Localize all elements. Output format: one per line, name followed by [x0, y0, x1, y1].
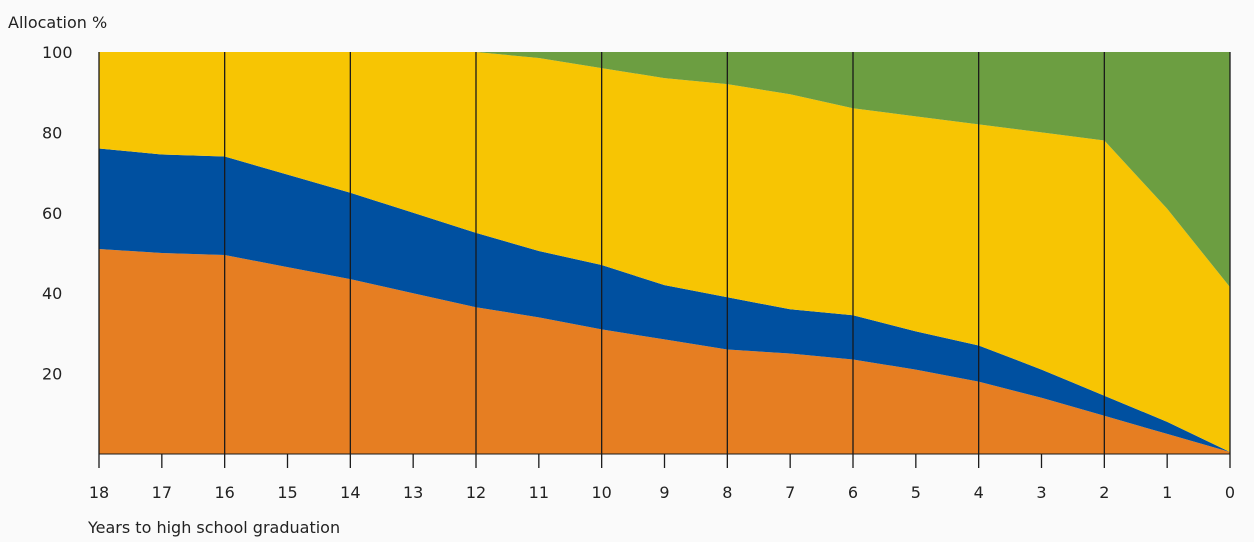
- x-tick-label: 3: [1036, 483, 1046, 502]
- x-tick-label: 2: [1099, 483, 1109, 502]
- y-tick-label: 80: [42, 123, 62, 142]
- x-tick-label: 1: [1162, 483, 1172, 502]
- x-axis-label: Years to high school graduation: [87, 518, 340, 537]
- y-tick-label: 60: [42, 204, 62, 223]
- area-layers: [99, 52, 1230, 454]
- area-series-3: [99, 52, 1230, 288]
- area-series-2: [99, 52, 1230, 452]
- x-tick-label: 16: [214, 483, 234, 502]
- x-tick-label: 7: [785, 483, 795, 502]
- x-tick-label: 8: [722, 483, 732, 502]
- x-tick-label: 11: [529, 483, 549, 502]
- x-tick-label: 15: [277, 483, 297, 502]
- area-series-1: [99, 148, 1230, 452]
- x-tick-label: 13: [403, 483, 423, 502]
- x-tick-label: 4: [974, 483, 984, 502]
- x-tick-label: 10: [591, 483, 611, 502]
- x-axis-ticks: 18 17 16 15 14 13 12 11 10 9 8 7 6 5 4 3 2 1 0: [89, 454, 1235, 502]
- y-axis-label: Allocation %: [8, 13, 107, 32]
- x-tick-label: 18: [89, 483, 109, 502]
- y-tick-label: 20: [42, 365, 62, 384]
- x-tick-label: 6: [848, 483, 858, 502]
- y-axis-ticks: 20 40 60 80 100: [42, 43, 73, 384]
- x-tick-label: 0: [1225, 483, 1235, 502]
- y-tick-label: 40: [42, 284, 62, 303]
- x-tick-label: 12: [466, 483, 486, 502]
- area-series-0: [99, 248, 1230, 454]
- x-tick-label: 9: [659, 483, 669, 502]
- y-tick-label: 100: [42, 43, 73, 62]
- x-tick-label: 17: [152, 483, 172, 502]
- x-tick-label: 14: [340, 483, 360, 502]
- x-tick-label: 5: [911, 483, 921, 502]
- vertical-gridlines: [98, 52, 1231, 454]
